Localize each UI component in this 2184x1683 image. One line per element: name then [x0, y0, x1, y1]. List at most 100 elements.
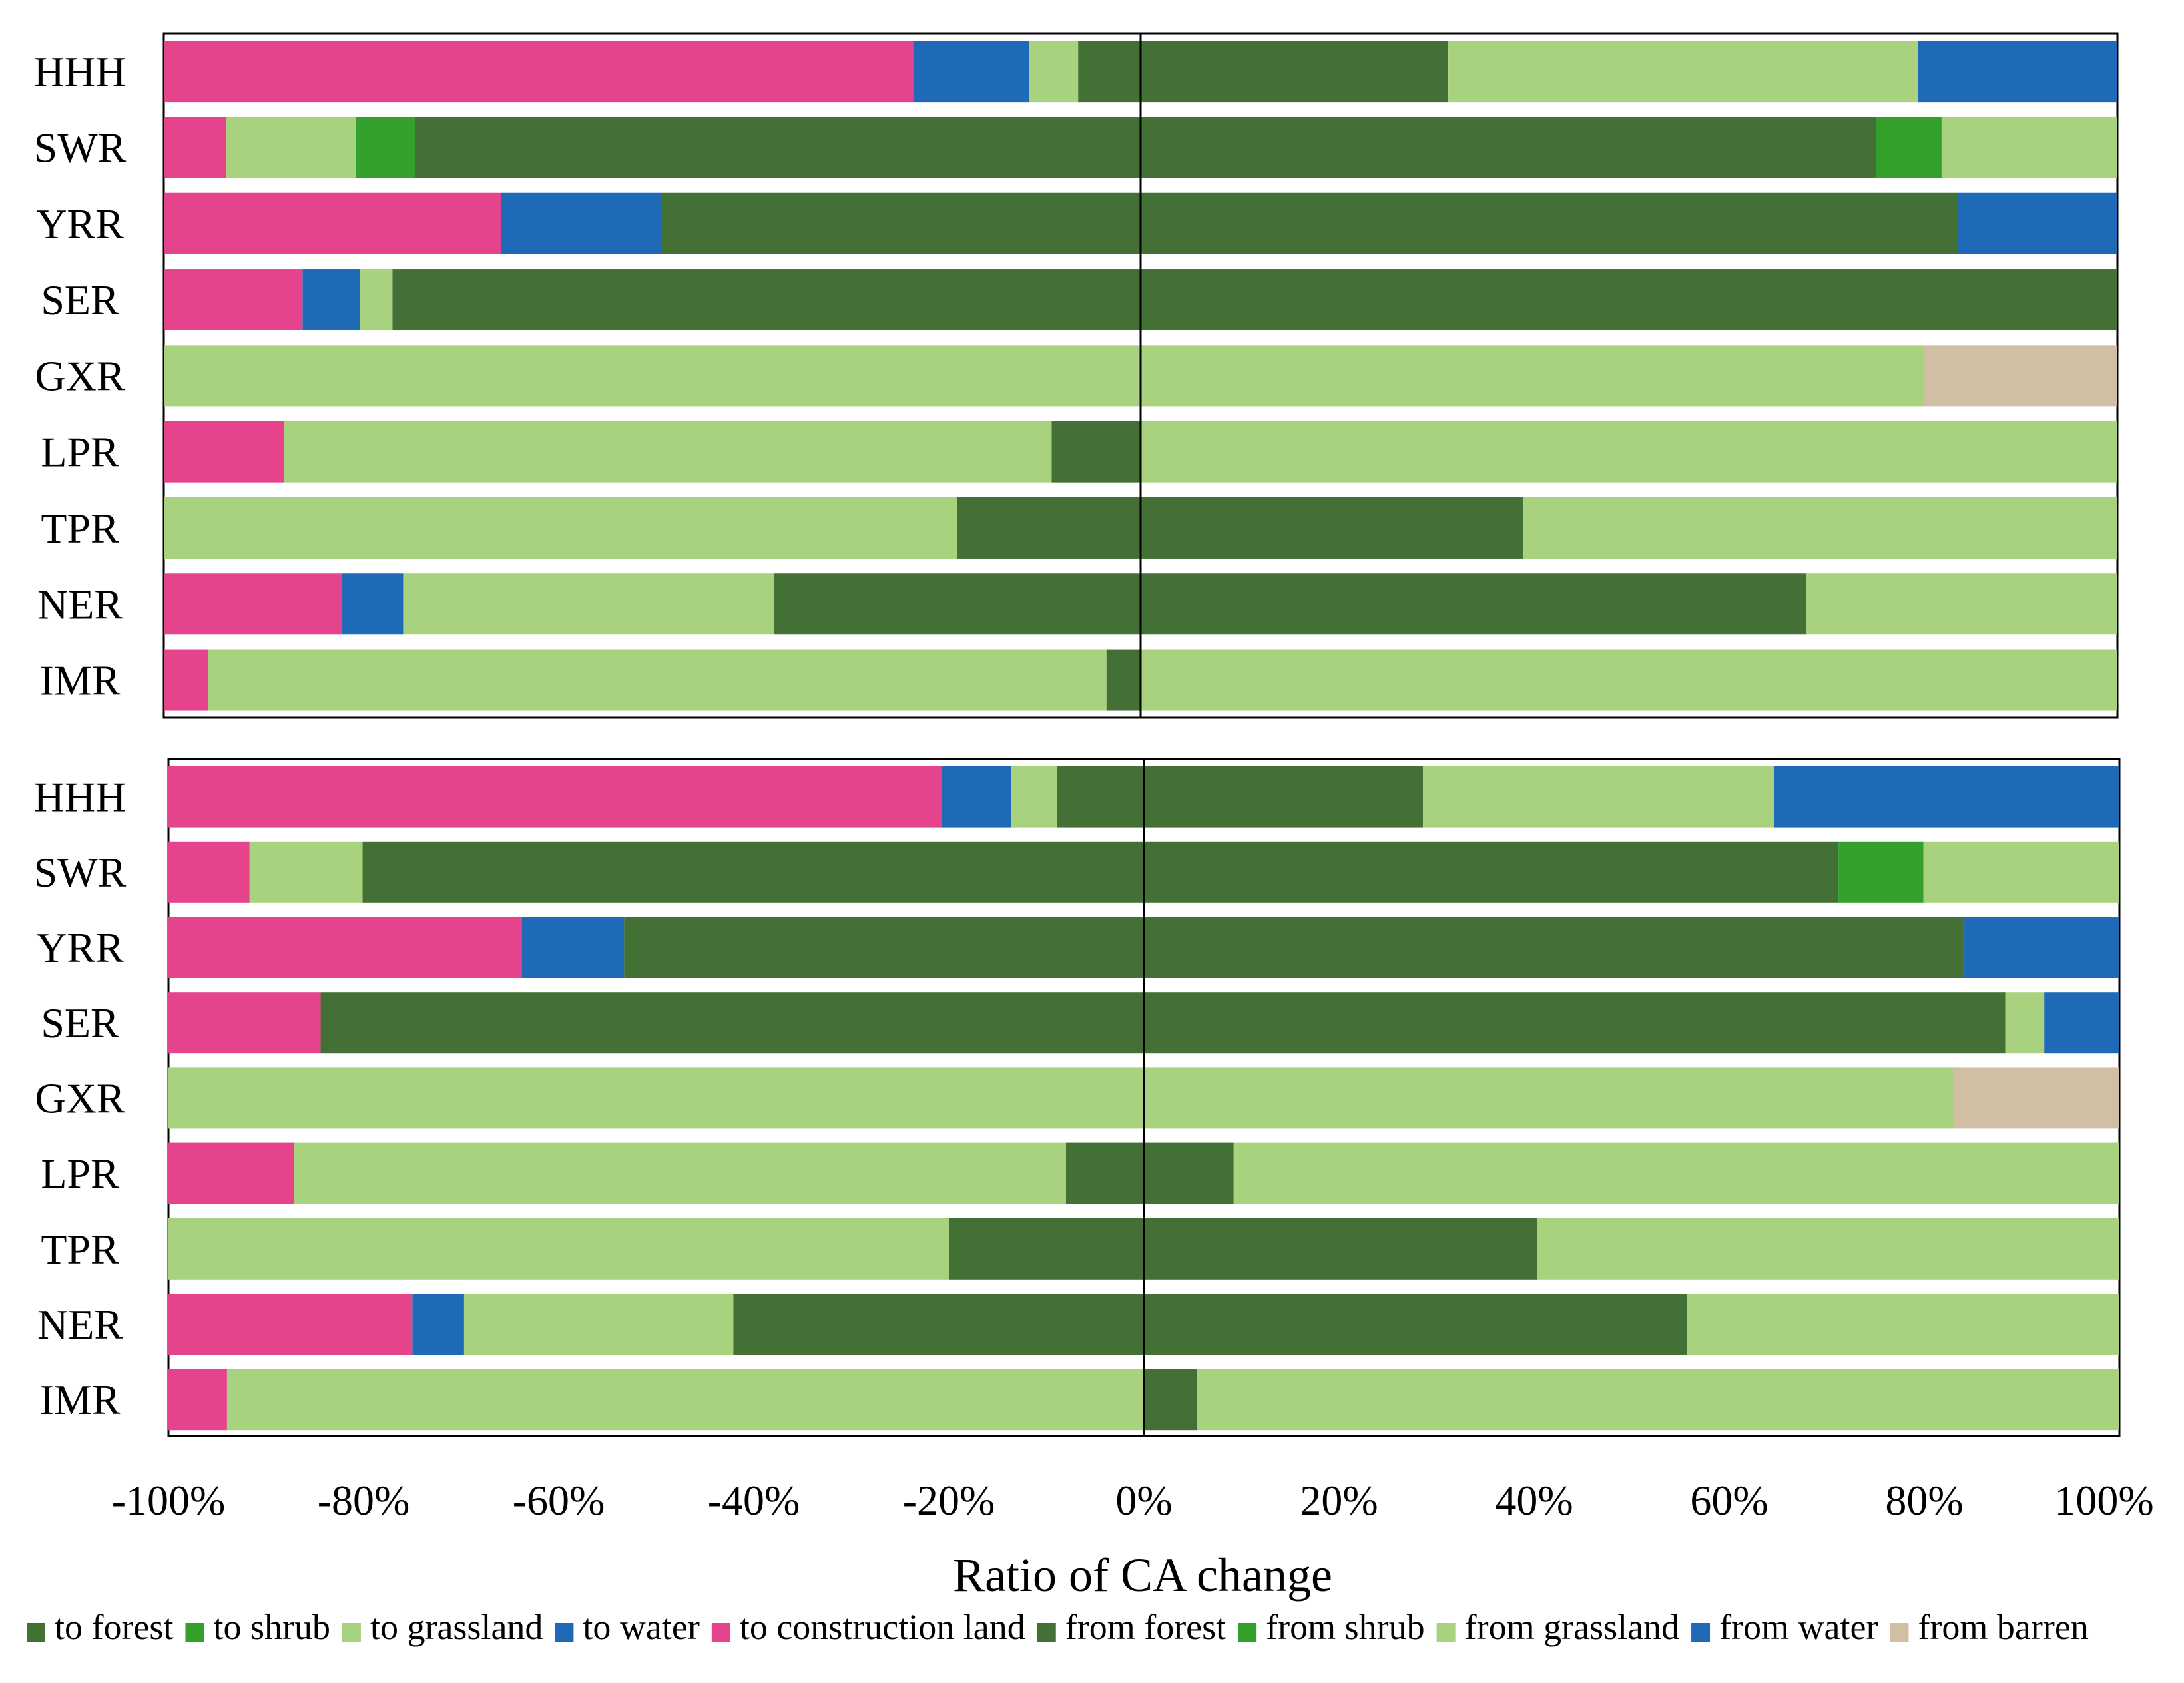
- category-label: SWR: [34, 849, 127, 896]
- bar-segment-from-forest: [1141, 41, 1449, 103]
- bar-segment-to-grassland: [168, 1218, 949, 1280]
- legend-swatch: [1436, 1623, 1456, 1642]
- bar-row-yrr: YRR: [36, 192, 2117, 254]
- bar-segment-to-construction: [164, 573, 342, 635]
- bar-segment-from-grassland: [1806, 573, 2117, 635]
- bar-segment-to-water: [341, 573, 404, 635]
- bar-segment-from-grassland: [1233, 1142, 2119, 1204]
- category-label: YRR: [36, 200, 124, 248]
- x-tick-label: -60%: [513, 1477, 605, 1524]
- panel-2: HHH SWR YRR SER GXR LPR TPR NER IMR: [34, 758, 2121, 1437]
- bar-segment-to-forest: [949, 1218, 1144, 1280]
- bar-segment-to-construction: [164, 421, 284, 483]
- bar-segment-to-water: [941, 766, 1011, 828]
- legend-item: from barren: [1890, 1607, 2089, 1647]
- bar-segment-from-forest: [1141, 497, 1524, 559]
- legend-item: to shrub: [185, 1607, 330, 1647]
- bar-segment-to-construction: [164, 269, 303, 331]
- bar-segment-to-water: [501, 192, 661, 254]
- bar-segment-from-forest: [1144, 1294, 1688, 1355]
- legend-label: to construction land: [740, 1607, 1025, 1647]
- legend-swatch: [1691, 1623, 1711, 1642]
- bar-row-hhh: HHH: [34, 41, 2117, 103]
- category-label: LPR: [41, 429, 119, 476]
- legend-item: to water: [555, 1607, 700, 1647]
- bar-row-imr: IMR: [40, 649, 2117, 711]
- bar-segment-to-grassland: [294, 1142, 1066, 1204]
- bar-segment-to-water: [521, 917, 625, 978]
- legend-item: from grassland: [1436, 1607, 1679, 1647]
- legend-swatch: [185, 1623, 204, 1642]
- bar-segment-from-grassland: [1523, 497, 2117, 559]
- bar-row-ser: SER: [41, 992, 2119, 1054]
- bar-segment-to-forest: [1057, 766, 1144, 828]
- bar-segment-to-construction: [164, 117, 226, 178]
- legend-item: from water: [1691, 1607, 1878, 1647]
- category-label: GXR: [35, 1075, 125, 1122]
- bar-segment-to-forest: [733, 1294, 1144, 1355]
- bar-segment-to-water: [412, 1294, 464, 1355]
- bar-row-swr: SWR: [34, 841, 2119, 903]
- bar-row-swr: SWR: [34, 117, 2117, 178]
- bar-segment-to-grassland: [1011, 766, 1057, 828]
- category-label: NER: [37, 581, 123, 628]
- bar-segment-to-forest: [392, 269, 1141, 331]
- bar-segment-to-forest: [362, 841, 1145, 903]
- bar-segment-from-barren: [1953, 1067, 2119, 1129]
- bar-row-hhh: HHH: [34, 766, 2119, 828]
- legend-item: to forest: [27, 1607, 173, 1647]
- bar-segment-from-forest: [1144, 1369, 1197, 1431]
- bar-segment-from-water: [1774, 766, 2119, 828]
- bar-segment-from-forest: [1144, 992, 2006, 1054]
- category-label: IMR: [40, 1376, 121, 1423]
- bar-row-imr: IMR: [40, 1369, 2119, 1431]
- bar-segment-to-construction: [168, 1142, 294, 1204]
- legend-label: to grassland: [370, 1607, 543, 1647]
- bar-segment-from-forest: [1141, 573, 1806, 635]
- category-label: IMR: [40, 657, 121, 704]
- category-label: HHH: [34, 774, 127, 821]
- bar-segment-from-barren: [1924, 345, 2117, 407]
- bar-segment-from-water: [1918, 41, 2117, 103]
- x-tick-label: -40%: [708, 1477, 800, 1524]
- bar-segment-to-forest: [774, 573, 1141, 635]
- bar-segment-to-water: [913, 41, 1029, 103]
- bar-segment-to-forest: [624, 917, 1144, 978]
- legend-swatch: [342, 1623, 361, 1642]
- bar-segment-to-grassland: [226, 1369, 1144, 1431]
- bar-segment-from-water: [1958, 192, 2117, 254]
- legend-item: from shrub: [1238, 1607, 1425, 1647]
- bar-segment-to-grassland: [208, 649, 1107, 711]
- bar-segment-to-forest: [1078, 41, 1141, 103]
- bar-segment-from-forest: [1144, 1218, 1537, 1280]
- legend-swatch: [555, 1623, 574, 1642]
- bar-segment-from-grassland: [1141, 649, 2117, 711]
- panels-layer: HHH SWR YRR SER GXR LPR TPR NER IMR HHH SWR YRR SER G…: [34, 32, 2121, 1437]
- bar-segment-to-construction: [164, 649, 208, 711]
- bar-row-gxr: GXR: [35, 345, 2117, 407]
- category-label: HHH: [34, 48, 127, 95]
- bar-segment-to-grassland: [284, 421, 1052, 483]
- bar-row-yrr: YRR: [36, 917, 2119, 978]
- category-label: NER: [37, 1301, 123, 1348]
- bar-segment-from-grassland: [1923, 841, 2119, 903]
- bar-segment-to-water: [302, 269, 360, 331]
- x-tick-label: -80%: [318, 1477, 410, 1524]
- legend-label: to forest: [55, 1607, 173, 1647]
- bar-segment-from-grassland: [1687, 1294, 2119, 1355]
- bar-segment-to-shrub: [356, 117, 415, 178]
- x-tick-label: 40%: [1495, 1477, 1573, 1524]
- bar-row-ner: NER: [37, 573, 2117, 635]
- bar-segment-to-construction: [168, 1294, 413, 1355]
- bar-segment-from-grassland: [1144, 1067, 1954, 1129]
- legend-label: to water: [583, 1607, 699, 1647]
- category-label: TPR: [41, 505, 119, 552]
- bar-segment-to-grassland: [1029, 41, 1079, 103]
- bar-segment-from-water: [2044, 992, 2119, 1054]
- bar-segment-from-forest: [1144, 841, 1839, 903]
- bar-segment-to-forest: [661, 192, 1141, 254]
- legend-item: to grassland: [342, 1607, 543, 1647]
- bar-segment-from-grassland: [2005, 992, 2045, 1054]
- bar-segment-from-forest: [1144, 766, 1423, 828]
- category-label: SWR: [34, 124, 127, 171]
